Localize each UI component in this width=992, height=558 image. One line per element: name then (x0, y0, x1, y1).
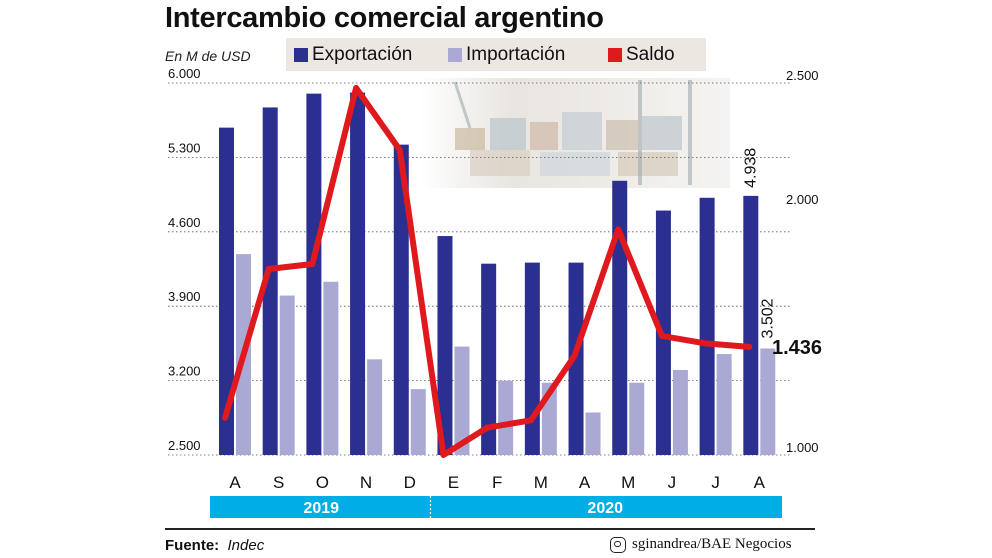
x-tick-label: M (534, 473, 548, 492)
year-label-2019: 2019 (303, 500, 339, 517)
y-tick-label-left: 3.900 (168, 289, 201, 304)
bar-importacion (323, 281, 339, 455)
bar-exportacion (306, 93, 322, 455)
x-tick-label: A (579, 473, 591, 492)
x-tick-label: D (404, 473, 416, 492)
x-tick-label: F (492, 473, 502, 492)
x-tick-label: J (711, 473, 720, 492)
legend-item-saldo: Saldo (608, 44, 675, 66)
x-tick-label: E (448, 473, 459, 492)
y-tick-label-left: 3.200 (168, 364, 201, 379)
source-value: Indec (227, 537, 265, 554)
x-tick-label: N (360, 473, 372, 492)
credit-text: sginandrea/BAE Negocios (632, 536, 792, 552)
legend-swatch-importacion (448, 48, 462, 62)
bar-importacion (585, 412, 601, 455)
bar-importacion (672, 369, 688, 455)
bar-importacion (498, 380, 514, 455)
bar-exportacion (437, 236, 453, 455)
crane-arm (453, 81, 472, 129)
bar-exportacion (481, 263, 497, 455)
year-bar-2020 (430, 496, 782, 518)
data-label-importacion: 3.502 (759, 298, 776, 338)
bar-importacion (454, 346, 470, 455)
x-tick-label: O (316, 473, 329, 492)
bar-exportacion (743, 195, 759, 455)
bar-exportacion (699, 197, 715, 455)
container-stack (530, 122, 558, 150)
y-tick-label-left: 5.300 (168, 140, 201, 155)
legend-label-saldo: Saldo (626, 44, 675, 65)
container-stack (642, 116, 682, 150)
x-tick-label: M (621, 473, 635, 492)
bar-exportacion (393, 144, 409, 455)
container-stack (618, 152, 678, 176)
year-label-2020: 2020 (587, 500, 623, 517)
source-line: Fuente: Indec (165, 537, 264, 554)
container-stack (562, 112, 602, 150)
line-saldo (222, 84, 753, 458)
bar-importacion (410, 389, 426, 455)
data-label-saldo: 1.436 (772, 337, 822, 359)
y-tick-label-right: 2.000 (786, 192, 819, 207)
y-tick-label-right: 2.500 (786, 68, 819, 83)
bar-importacion (716, 354, 732, 455)
bar-importacion (279, 295, 295, 455)
bar-exportacion (350, 92, 366, 456)
x-tick-label: S (273, 473, 284, 492)
x-tick-label: A (754, 473, 766, 492)
chart-title: Intercambio comercial argentino (165, 2, 604, 34)
legend-swatch-saldo (608, 48, 622, 62)
legend-item-exportacion: Exportación (294, 44, 412, 66)
container-stack (490, 118, 526, 150)
y-tick-label-left: 2.500 (168, 438, 201, 453)
container-stack (470, 150, 530, 176)
legend-label-importacion: Importación (466, 44, 566, 65)
y-tick-label-right: 1.000 (786, 440, 819, 455)
data-label-exportacion: 4.938 (742, 148, 759, 188)
source-label: Fuente: (165, 537, 220, 554)
bar-exportacion (524, 262, 540, 455)
credit-line: sginandrea/BAE Negocios (610, 536, 792, 553)
legend-item-importacion: Importación (448, 44, 565, 66)
bar-exportacion (612, 180, 628, 456)
legend-label-exportacion: Exportación (312, 44, 413, 65)
bar-importacion (367, 359, 383, 455)
container-stack (606, 120, 638, 150)
chart-canvas: 2.500 3.200 3.900 4.600 5.300 6.000 1.000 2.000… (168, 66, 822, 518)
x-tick-label: J (668, 473, 677, 492)
bar-importacion (760, 348, 776, 455)
legend: Exportación Importación Saldo (286, 38, 706, 71)
y-tick-label-left: 4.600 (168, 215, 201, 230)
bar-exportacion (262, 107, 278, 456)
unit-label: En M de USD (165, 48, 251, 64)
year-bar-2019 (210, 496, 431, 518)
y-tick-label-left: 6.000 (168, 66, 201, 81)
x-tick-label: A (229, 473, 241, 492)
footer-divider (165, 528, 815, 530)
container-stack (455, 128, 485, 150)
bar-importacion (629, 382, 645, 455)
instagram-icon (610, 536, 626, 553)
container-stack (540, 152, 610, 176)
bar-exportacion (219, 127, 234, 455)
legend-swatch-exportacion (294, 48, 308, 62)
